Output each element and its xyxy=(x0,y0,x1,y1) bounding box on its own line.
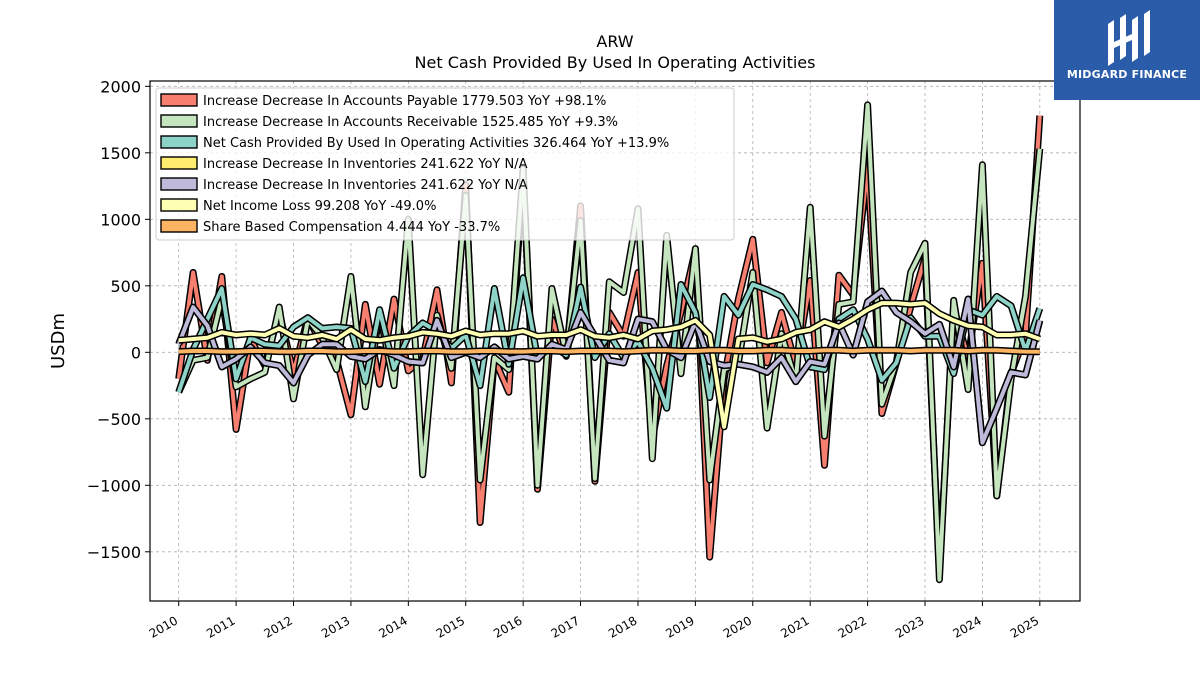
x-tick-label: 2019 xyxy=(663,613,696,640)
midgard-logo-icon xyxy=(1108,10,1150,66)
plot-frame xyxy=(149,80,1081,602)
series-line-2 xyxy=(176,275,1042,411)
legend-swatch xyxy=(160,177,198,191)
x-tick-label: 2018 xyxy=(606,613,639,640)
legend-swatch xyxy=(160,198,198,212)
x-tick-label: 2011 xyxy=(204,613,237,640)
chart-title: ARW xyxy=(596,32,633,51)
legend-entry: Net Income Loss 99.208 YoY -49.0% xyxy=(203,199,436,214)
x-tick-label: 2016 xyxy=(491,613,524,640)
x-tick-label: 2012 xyxy=(262,613,295,640)
x-tick-label: 2013 xyxy=(319,613,352,640)
legend-swatch xyxy=(160,219,198,233)
y-tick-label: −500 xyxy=(97,410,141,429)
y-tick-label: 1000 xyxy=(100,210,141,229)
x-tick-label: 2014 xyxy=(376,613,409,640)
legend: Increase Decrease In Accounts Payable 17… xyxy=(155,87,735,241)
legend-entry: Increase Decrease In Accounts Receivable… xyxy=(203,115,618,130)
legend-entry: Increase Decrease In Accounts Payable 17… xyxy=(203,94,606,109)
legend-entry: Net Cash Provided By Used In Operating A… xyxy=(203,136,669,151)
x-tick-label: 2010 xyxy=(147,613,180,640)
x-tick-label: 2022 xyxy=(836,613,869,640)
brand-logo: MIDGARD FINANCE xyxy=(1054,0,1200,100)
chart-subtitle: Net Cash Provided By Used In Operating A… xyxy=(415,53,816,72)
y-tick-label: 1500 xyxy=(100,144,141,163)
x-tick-label: 2015 xyxy=(434,613,467,640)
x-tick-label: 2020 xyxy=(721,613,754,640)
x-tick-label: 2021 xyxy=(778,613,811,640)
legend-entry: Share Based Compensation 4.444 YoY -33.7… xyxy=(203,220,500,235)
x-axis: 2010 2011 2012 2013 2014 2015 2016 2017 2018 2019… xyxy=(147,601,1041,641)
series-line-5 xyxy=(178,301,1041,429)
y-tick-label: 500 xyxy=(110,277,141,296)
series-line-4 xyxy=(176,289,1042,445)
legend-swatch xyxy=(160,93,198,107)
y-tick-label: 2000 xyxy=(100,77,141,96)
legend-swatch xyxy=(160,156,198,170)
x-tick-label: 2023 xyxy=(893,613,926,640)
x-tick-label: 2024 xyxy=(950,613,983,640)
legend-entry: Increase Decrease In Inventories 241.622… xyxy=(203,178,528,193)
brand-name: MIDGARD FINANCE xyxy=(1066,68,1188,81)
legend-entry: Increase Decrease In Inventories 241.622… xyxy=(203,157,528,172)
y-tick-label: 0 xyxy=(131,343,141,362)
legend-swatch xyxy=(160,114,198,128)
y-tick-label: −1000 xyxy=(87,476,141,495)
x-tick-label: 2017 xyxy=(549,613,582,640)
legend-swatch xyxy=(160,135,198,149)
x-tick-label: 2025 xyxy=(1008,613,1041,640)
legend-box xyxy=(155,87,735,241)
series-line-6 xyxy=(178,348,1040,354)
series-lines xyxy=(175,101,1044,584)
y-axis: −1500 −1000 −500 0 500 1000 1500 2000 xyxy=(87,77,150,562)
y-axis-label: USDm xyxy=(48,313,69,369)
y-tick-label: −1500 xyxy=(87,543,141,562)
